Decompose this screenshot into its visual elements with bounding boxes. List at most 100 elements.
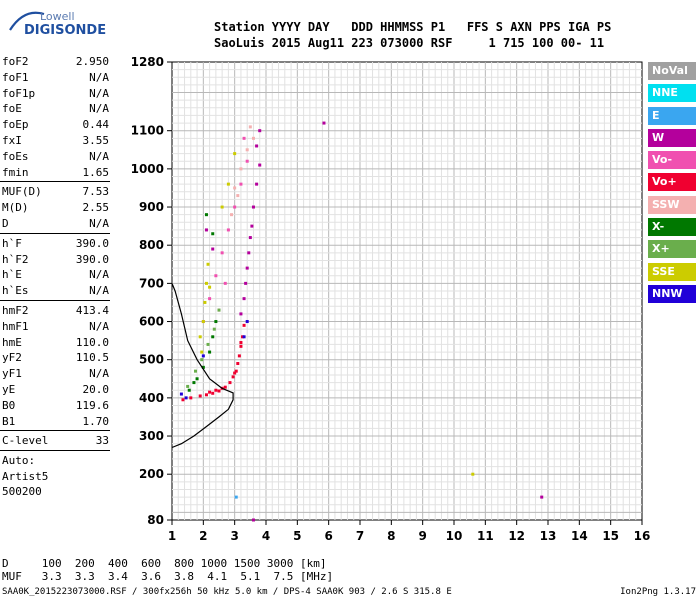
echo-point-vo- [236, 362, 240, 366]
param-label: M(D) [2, 201, 29, 215]
header-line-1: Station YYYY DAY DDD HHMMSS P1 FFS S AXN… [214, 20, 612, 34]
echo-point-vo- [198, 394, 202, 398]
param-label: foF1 [2, 70, 29, 84]
param-value: N/A [89, 319, 109, 333]
echo-point-x- [194, 369, 197, 373]
param-value: 110.5 [75, 351, 109, 365]
echo-point-sse [203, 300, 207, 304]
echo-point-x- [204, 213, 208, 217]
echo-point-w [251, 205, 255, 209]
echo-point-w [211, 247, 215, 251]
param-row: B0 119.6 [0, 398, 112, 414]
param-value: 1.70 [82, 414, 110, 428]
scaled-parameters-table: foF2 2.950 foF1 N/A foF1p N/A foE N/A foEp 0.44 fx… [0, 54, 112, 500]
echo-point-w [204, 228, 208, 232]
param-row: M(D) 2.55 [0, 200, 112, 216]
echo-point-nnw [184, 396, 188, 400]
echo-point-e [234, 495, 238, 499]
param-value: N/A [89, 102, 109, 116]
echo-point-w [251, 518, 255, 522]
legend-item-vo-: Vo- [648, 151, 696, 170]
param-row: foE N/A [0, 101, 112, 117]
param-row: foF1p N/A [0, 86, 112, 102]
param-label: h`E [2, 268, 22, 282]
param-value: N/A [89, 70, 109, 84]
param-label: foEp [2, 118, 29, 132]
echo-point-x- [195, 377, 199, 381]
param-value: N/A [89, 284, 109, 298]
y-tick-label: 200 [139, 467, 164, 481]
echo-point-w [255, 182, 259, 186]
echo-point-vo- [245, 159, 249, 163]
distance-row: D 100 200 400 600 800 1000 1500 3000 [km… [2, 557, 327, 570]
echo-point-vo- [226, 228, 230, 232]
software-version: Ion2Png 1.3.17 [620, 587, 696, 597]
param-row: fxI 3.55 [0, 133, 112, 149]
x-tick-label: 6 [324, 529, 332, 543]
echo-point-x- [206, 342, 210, 346]
param-label: foE [2, 102, 22, 116]
param-label: C-level [2, 434, 49, 448]
x-tick-label: 15 [602, 529, 619, 543]
param-row: D N/A [0, 216, 112, 232]
echo-point-w [244, 281, 248, 285]
echo-point-ssw [233, 186, 237, 190]
x-tick-label: 8 [387, 529, 395, 543]
echo-point-x- [208, 350, 212, 354]
echo-point-vo- [242, 323, 246, 327]
param-value: 119.6 [75, 398, 109, 412]
param-row: B1 1.70 [0, 414, 112, 430]
param-value: 33 [95, 434, 109, 448]
echo-point-w [258, 129, 262, 133]
x-tick-label: 12 [508, 529, 525, 543]
echo-point-sse [226, 182, 230, 186]
params-divider [0, 430, 110, 432]
param-row: yE 20.0 [0, 382, 112, 398]
param-label: yF2 [2, 351, 22, 365]
y-tick-label: 1000 [131, 162, 164, 176]
param-label: foF1p [2, 86, 36, 100]
file-info: SAA0K_2015223073000.RSF / 300fx256h 50 k… [2, 587, 452, 597]
echo-point-x- [212, 327, 216, 331]
y-tick-label: 300 [139, 429, 164, 443]
y-tick-label: 500 [139, 353, 164, 367]
echo-point-w [540, 495, 544, 499]
echo-point-w [255, 144, 259, 148]
x-tick-label: 10 [446, 529, 463, 543]
param-label: h`F2 [2, 252, 29, 266]
param-row: fmin 1.65 [0, 165, 112, 181]
params-divider [0, 232, 110, 234]
param-value: 110.0 [75, 335, 109, 349]
y-tick-label: 400 [139, 391, 164, 405]
echo-point-vo- [208, 390, 212, 394]
echo-point-vo- [208, 297, 212, 301]
echo-point-w [239, 312, 243, 316]
y-tick-label: 1280 [131, 55, 164, 69]
echo-point-x- [214, 320, 218, 324]
param-value: 7.53 [82, 185, 110, 199]
echo-point-vo- [189, 396, 193, 400]
param-value: N/A [89, 367, 109, 381]
muf-row: MUF 3.3 3.3 3.4 3.6 3.8 4.1 5.1 7.5 [MHz… [2, 570, 334, 583]
echo-point-x- [200, 358, 204, 362]
x-tick-label: 16 [634, 529, 651, 543]
y-tick-label: 1100 [131, 124, 164, 138]
echo-point-w [322, 121, 326, 125]
y-tick-label: 800 [139, 238, 164, 252]
echo-point-x- [211, 335, 215, 339]
echo-point-sse [471, 472, 475, 476]
param-label: yF1 [2, 367, 22, 381]
x-tick-label: 14 [571, 529, 588, 543]
echo-point-nnw [242, 335, 246, 339]
y-tick-label: 900 [139, 200, 164, 214]
param-label: hmF1 [2, 319, 29, 333]
logo-main-text: DIGISONDE [24, 23, 107, 38]
params-divider [0, 299, 110, 301]
legend-item-ssw: SSW [648, 195, 696, 214]
echo-point-vo- [181, 398, 185, 402]
param-row: h`Es N/A [0, 283, 112, 299]
echo-point-sse [220, 205, 224, 209]
x-tick-label: 5 [293, 529, 301, 543]
param-value: N/A [89, 86, 109, 100]
